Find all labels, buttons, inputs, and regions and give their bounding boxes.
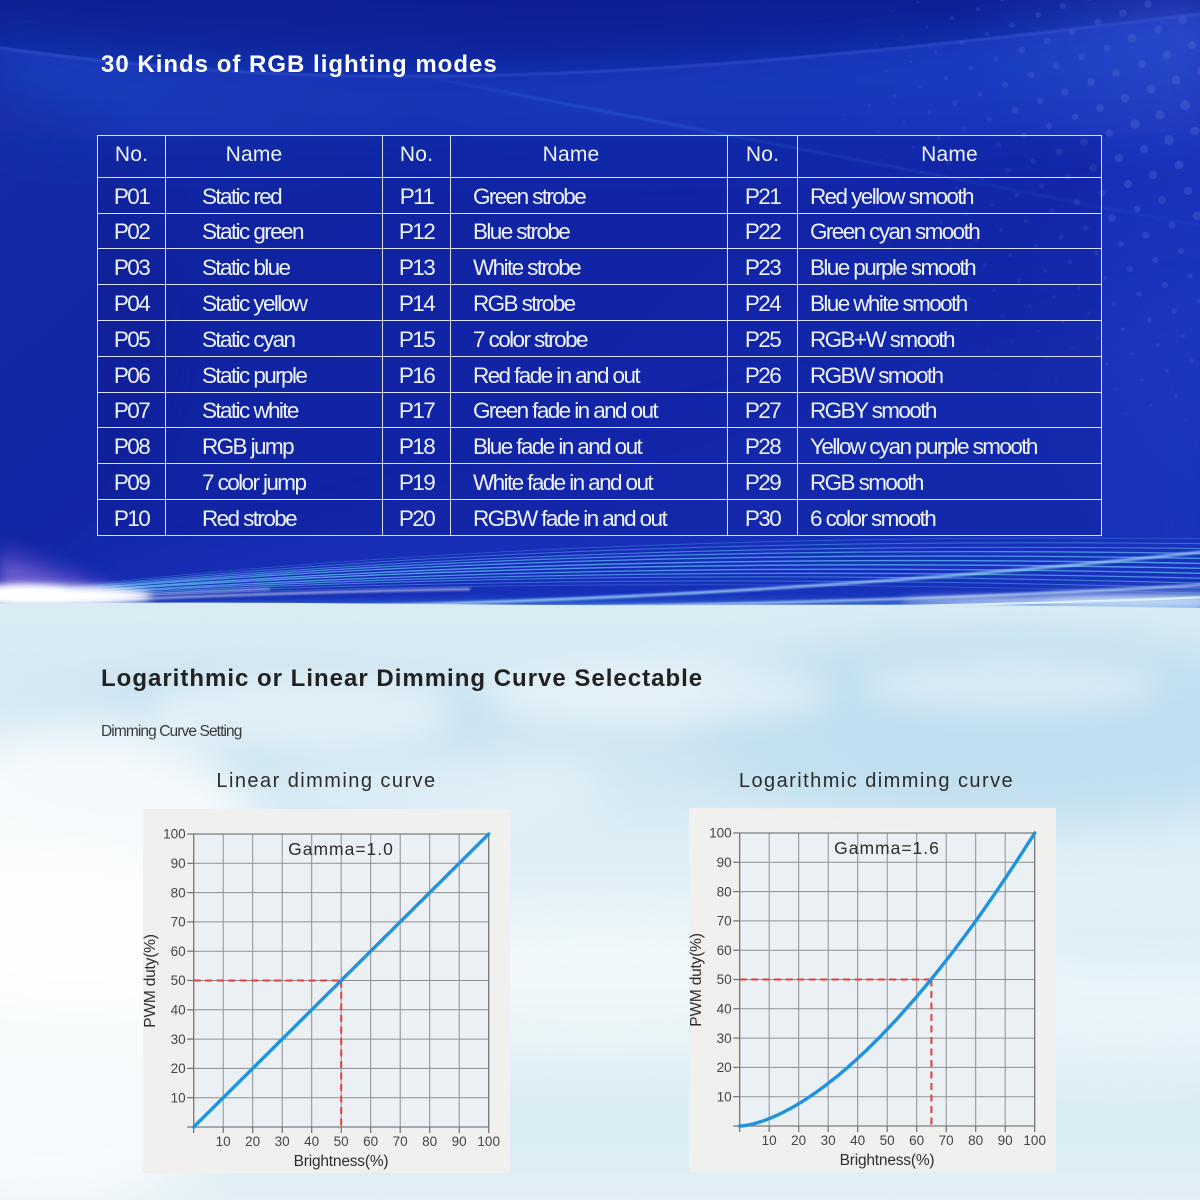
svg-text:70: 70 bbox=[393, 1134, 408, 1149]
svg-text:60: 60 bbox=[171, 944, 186, 959]
svg-text:70: 70 bbox=[171, 915, 186, 930]
svg-text:60: 60 bbox=[363, 1134, 378, 1149]
svg-text:Brightness(%): Brightness(%) bbox=[294, 1153, 389, 1170]
svg-text:70: 70 bbox=[939, 1133, 954, 1148]
svg-text:50: 50 bbox=[717, 972, 732, 987]
svg-text:80: 80 bbox=[717, 884, 732, 899]
svg-text:70: 70 bbox=[717, 914, 732, 929]
svg-text:50: 50 bbox=[334, 1134, 349, 1149]
svg-text:20: 20 bbox=[171, 1061, 186, 1076]
svg-text:20: 20 bbox=[791, 1133, 806, 1148]
svg-text:30: 30 bbox=[717, 1031, 732, 1046]
svg-text:90: 90 bbox=[998, 1133, 1013, 1148]
svg-text:20: 20 bbox=[245, 1134, 260, 1149]
svg-text:50: 50 bbox=[171, 973, 186, 988]
svg-text:10: 10 bbox=[717, 1089, 732, 1104]
svg-text:80: 80 bbox=[968, 1133, 983, 1148]
svg-text:40: 40 bbox=[850, 1133, 865, 1148]
svg-text:Brightness(%): Brightness(%) bbox=[840, 1152, 935, 1169]
svg-text:60: 60 bbox=[909, 1133, 924, 1148]
svg-text:100: 100 bbox=[477, 1134, 500, 1149]
svg-text:50: 50 bbox=[880, 1133, 895, 1148]
svg-text:Gamma=1.6: Gamma=1.6 bbox=[834, 838, 940, 858]
svg-text:PWM duty(%): PWM duty(%) bbox=[689, 933, 705, 1026]
svg-text:80: 80 bbox=[422, 1134, 437, 1149]
svg-text:80: 80 bbox=[171, 885, 186, 900]
svg-text:40: 40 bbox=[717, 1002, 732, 1017]
svg-text:100: 100 bbox=[1023, 1133, 1046, 1148]
svg-text:100: 100 bbox=[163, 827, 186, 842]
svg-text:100: 100 bbox=[709, 826, 732, 841]
svg-text:40: 40 bbox=[304, 1134, 319, 1149]
svg-text:Gamma=1.0: Gamma=1.0 bbox=[288, 839, 394, 859]
svg-text:30: 30 bbox=[821, 1133, 836, 1148]
svg-text:90: 90 bbox=[452, 1134, 467, 1149]
svg-text:20: 20 bbox=[717, 1060, 732, 1075]
svg-text:60: 60 bbox=[717, 943, 732, 958]
svg-text:10: 10 bbox=[171, 1090, 186, 1105]
svg-text:10: 10 bbox=[762, 1133, 777, 1148]
svg-text:PWM duty(%): PWM duty(%) bbox=[143, 934, 159, 1027]
svg-text:30: 30 bbox=[275, 1134, 290, 1149]
svg-text:90: 90 bbox=[171, 856, 186, 871]
svg-text:30: 30 bbox=[171, 1032, 186, 1047]
svg-text:40: 40 bbox=[171, 1003, 186, 1018]
svg-text:10: 10 bbox=[216, 1134, 231, 1149]
svg-text:90: 90 bbox=[717, 855, 732, 870]
